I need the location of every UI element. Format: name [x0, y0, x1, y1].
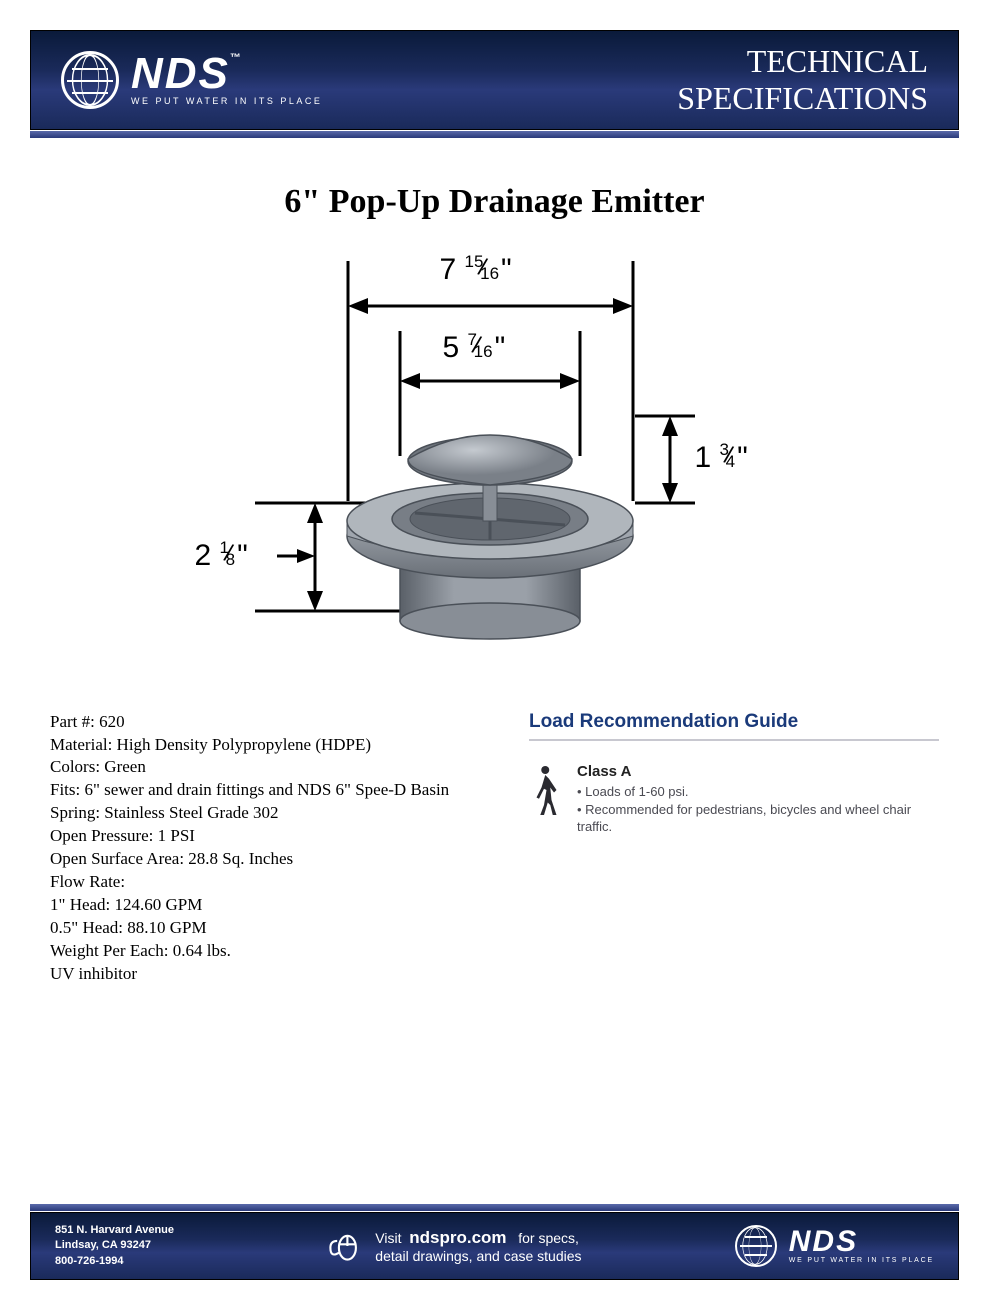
page-title: 6" Pop-Up Drainage Emitter: [0, 183, 989, 221]
footer-bar: 851 N. Harvard Avenue Lindsay, CA 93247 …: [30, 1212, 959, 1280]
footer-visit: Visit ndspro.com for specs, detail drawi…: [327, 1227, 581, 1266]
dim-top-outer: 7 15/16": [440, 253, 512, 287]
dim-top-inner: 5 7/16": [443, 331, 506, 365]
brand-name: NDS: [131, 49, 230, 98]
class-name: Class A: [577, 763, 939, 780]
footer-address: 851 N. Harvard Avenue Lindsay, CA 93247 …: [55, 1223, 174, 1269]
globe-icon: [61, 51, 119, 109]
mouse-icon: [327, 1229, 361, 1263]
brand-tm: ™: [230, 52, 243, 64]
footer-accent-bar: [30, 1204, 959, 1212]
header-title-line2: SPECIFICATIONS: [677, 80, 928, 117]
spec-line: Part #: 620: [50, 711, 489, 734]
header-title: TECHNICAL SPECIFICATIONS: [677, 43, 928, 117]
class-bullet: Loads of 1-60 psi.: [577, 784, 939, 801]
spec-line: Flow Rate:: [50, 871, 489, 894]
header-bar: NDS™ WE PUT WATER IN ITS PLACE TECHNICAL…: [30, 30, 959, 130]
product-diagram: 7 15/16" 5 7/16" 1 3/4" 2 1/8": [215, 251, 775, 671]
diagram-svg: [215, 251, 775, 671]
spec-line: UV inhibitor: [50, 963, 489, 986]
pedestrian-icon: [529, 765, 559, 815]
dim-left: 2 1/8": [195, 539, 248, 573]
spec-line: Colors: Green: [50, 756, 489, 779]
lower-content: Part #: 620 Material: High Density Polyp…: [0, 711, 989, 986]
load-guide-title: Load Recommendation Guide: [529, 711, 939, 741]
globe-icon: [735, 1225, 777, 1267]
header-accent-bar: [30, 130, 959, 138]
spec-line: 1" Head: 124.60 GPM: [50, 894, 489, 917]
spec-line: Material: High Density Polypropylene (HD…: [50, 734, 489, 757]
brand-logo: NDS™ WE PUT WATER IN ITS PLACE: [61, 51, 322, 109]
header-title-line1: TECHNICAL: [677, 43, 928, 80]
brand-tagline: WE PUT WATER IN ITS PLACE: [131, 96, 322, 106]
spec-line: Open Surface Area: 28.8 Sq. Inches: [50, 848, 489, 871]
dim-right: 1 3/4": [695, 441, 748, 475]
spec-line: Fits: 6" sewer and drain fittings and ND…: [50, 779, 489, 802]
footer-brand-logo: NDS WE PUT WATER IN ITS PLACE: [735, 1225, 934, 1267]
class-text: Class A Loads of 1-60 psi. Recommended f…: [577, 763, 939, 839]
load-guide: Load Recommendation Guide Class A Loads …: [529, 711, 939, 986]
specs-list: Part #: 620 Material: High Density Polyp…: [50, 711, 489, 986]
spec-line: Open Pressure: 1 PSI: [50, 825, 489, 848]
class-bullet: Recommended for pedestrians, bicycles an…: [577, 802, 939, 836]
spec-line: Spring: Stainless Steel Grade 302: [50, 802, 489, 825]
footer: 851 N. Harvard Avenue Lindsay, CA 93247 …: [30, 1204, 959, 1280]
spec-line: 0.5" Head: 88.10 GPM: [50, 917, 489, 940]
spec-line: Weight Per Each: 0.64 lbs.: [50, 940, 489, 963]
